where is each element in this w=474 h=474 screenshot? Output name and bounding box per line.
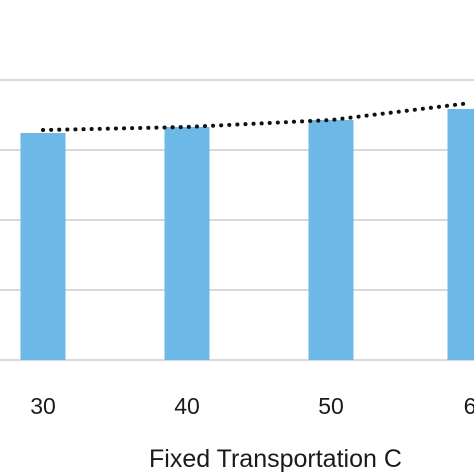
trendline xyxy=(41,101,472,132)
x-tick-labels: 30 40 50 6 xyxy=(30,393,474,419)
x-tick-label: 6 xyxy=(464,393,474,419)
bars xyxy=(20,109,474,360)
bar-50 xyxy=(308,120,354,360)
bar-6 xyxy=(447,109,474,360)
bar-40 xyxy=(164,127,210,360)
x-tick-label: 40 xyxy=(174,393,200,419)
x-axis-title: Fixed Transportation C xyxy=(149,445,402,473)
x-tick-label: 30 xyxy=(30,393,56,419)
bar-30 xyxy=(20,133,66,360)
gridlines xyxy=(0,79,474,361)
trendline-group xyxy=(41,101,472,132)
x-tick-label: 50 xyxy=(318,393,344,419)
